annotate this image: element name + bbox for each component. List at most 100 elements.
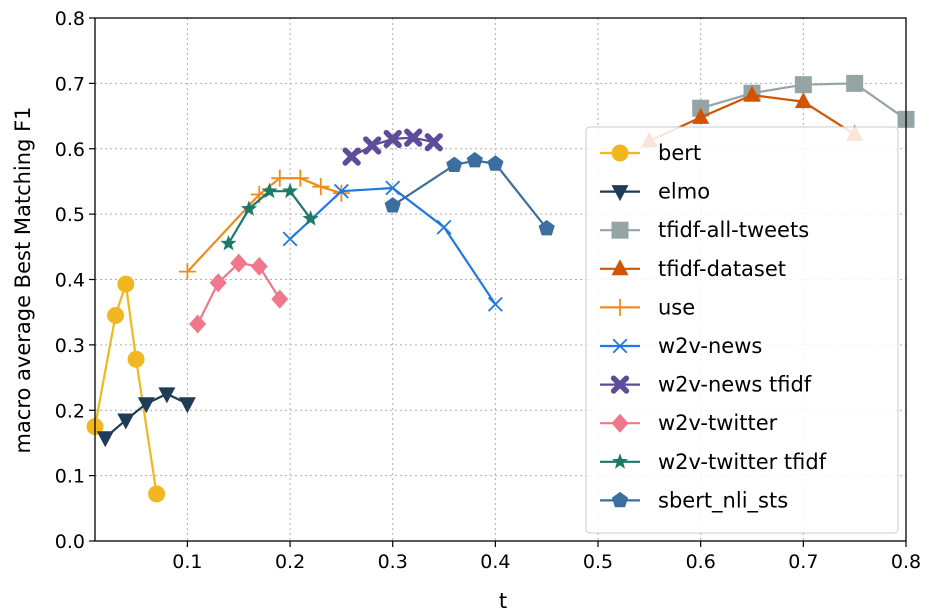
legend-item: w2v-twitter [600, 411, 778, 435]
data-point [302, 210, 319, 226]
data-point [384, 197, 401, 213]
data-point [385, 180, 401, 196]
legend-label: w2v-news [658, 334, 762, 358]
data-point [692, 107, 710, 124]
y-tick-label: 0.6 [55, 139, 85, 161]
data-point [332, 184, 350, 202]
data-point [220, 235, 237, 251]
legend-marker [611, 453, 629, 469]
legend-marker [612, 338, 628, 354]
data-point [240, 200, 258, 216]
x-tick-label: 0.1 [172, 551, 202, 573]
y-tick-label: 0.3 [55, 335, 85, 357]
data-point [436, 219, 452, 235]
data-point [117, 275, 135, 293]
series-w2v-news-tfidf [342, 128, 443, 166]
legend-item: tfidf-all-tweets [600, 218, 809, 242]
data-point [148, 485, 166, 503]
series-layer [86, 74, 915, 503]
legend-item: w2v-news tfidf [600, 373, 812, 397]
series-w2v-twitter [189, 253, 289, 334]
legend-marker [611, 491, 629, 508]
x-tick-label: 0.8 [891, 551, 921, 573]
series-elmo [96, 387, 196, 448]
data-point [127, 350, 145, 368]
legend-item: tfidf-dataset [600, 257, 786, 281]
data-point [383, 129, 402, 149]
data-point [271, 169, 289, 187]
data-point [846, 74, 864, 92]
data-point [794, 92, 812, 109]
legend-label: w2v-news tfidf [658, 373, 812, 397]
data-point [209, 273, 227, 293]
data-point [107, 306, 125, 324]
legend-marker [611, 144, 629, 162]
data-point [282, 182, 299, 199]
legend-item: elmo [600, 180, 710, 204]
legend-label: w2v-twitter tfidf [658, 450, 827, 474]
legend-marker [611, 298, 629, 316]
data-point [282, 231, 298, 247]
legend-label: bert [658, 141, 701, 165]
legend-label: use [658, 295, 695, 319]
data-point [466, 152, 483, 168]
legend-box [585, 126, 899, 534]
x-tick-label: 0.6 [686, 551, 716, 573]
legend-label: w2v-twitter [658, 411, 778, 435]
data-point [404, 128, 423, 147]
x-axis-label: t [499, 589, 507, 613]
y-tick-label: 0.8 [55, 8, 85, 30]
series-w2v-news [282, 180, 503, 312]
data-point [261, 182, 278, 199]
data-point [158, 387, 176, 404]
data-point [446, 156, 463, 172]
y-tick-label: 0.1 [55, 466, 85, 488]
legend-marker [611, 185, 629, 202]
legend-label: tfidf-all-tweets [658, 218, 809, 242]
data-point [743, 85, 761, 102]
data-point [178, 263, 196, 281]
data-point [538, 220, 555, 236]
data-point [363, 136, 382, 155]
series-w2v-twitter-tfidf [220, 182, 319, 251]
data-point [487, 296, 503, 312]
y-axis-label: macro average Best Matching F1 [11, 106, 35, 453]
data-point [333, 183, 349, 199]
data-point [178, 397, 196, 414]
legend: bert elmo tfidf-all-tweets tfidf-dataset use… [585, 126, 899, 534]
data-point [117, 413, 135, 430]
legend-label: sbert_nli_sts [658, 488, 788, 513]
ticks: 0.1 0.2 0.3 0.4 0.5 0.6 0.7 0.8 0.0 0.1 0.2 0.3 0.4 0… [55, 8, 921, 573]
legend-item: use [600, 295, 695, 319]
x-tick-label: 0.2 [275, 551, 305, 573]
y-tick-label: 0.5 [55, 204, 85, 226]
y-tick-label: 0.4 [55, 270, 85, 292]
legend-label: tfidf-dataset [658, 257, 786, 281]
data-point [291, 169, 309, 187]
legend-marker [611, 221, 629, 239]
legend-marker [611, 259, 629, 276]
y-tick-label: 0.0 [55, 531, 85, 553]
legend-label: elmo [658, 180, 710, 204]
data-point [271, 289, 289, 309]
data-point [424, 133, 443, 152]
y-tick-label: 0.2 [55, 400, 85, 422]
x-tick-label: 0.4 [480, 551, 510, 573]
legend-item: w2v-twitter tfidf [600, 450, 827, 474]
data-point [250, 256, 268, 276]
data-point [342, 147, 361, 166]
data-point [96, 431, 114, 448]
legend-item: sbert_nli_sts [600, 488, 788, 513]
data-point [312, 178, 330, 196]
x-tick-label: 0.7 [788, 551, 818, 573]
legend-item: bert [600, 141, 701, 165]
legend-marker [611, 413, 629, 433]
data-point [230, 253, 248, 273]
x-tick-label: 0.5 [583, 551, 613, 573]
series-sbert-nli-sts [384, 152, 555, 236]
data-point [137, 397, 155, 414]
data-point [794, 76, 812, 94]
data-point [487, 155, 504, 171]
data-point [189, 314, 207, 334]
